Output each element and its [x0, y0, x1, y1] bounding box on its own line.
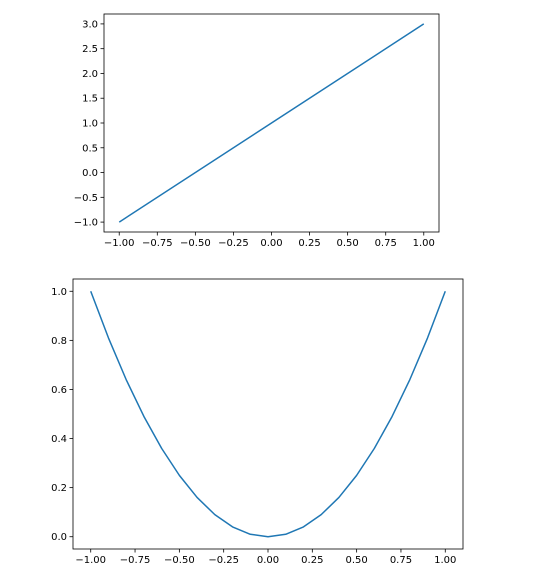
chart-1-x-tick-label: 0.50: [337, 238, 359, 249]
chart-1-y-tick-label: 1.0: [82, 119, 98, 130]
chart-2-x-tick-label: 0.75: [390, 555, 412, 566]
chart-1-x-tick-label: 0.00: [260, 238, 282, 249]
chart-2-x-tick-label: 0.25: [301, 555, 323, 566]
chart-1-y-tick-label: 3.0: [82, 19, 98, 30]
chart-1-x-tick-label: 1.00: [413, 238, 435, 249]
chart-1-y-tick-label: −0.5: [74, 193, 98, 204]
chart-2-x-tick-label: 0.50: [346, 555, 368, 566]
chart-1-y-tick-label: 2.0: [82, 69, 98, 80]
chart-1-x-tick-label: −0.75: [142, 238, 173, 249]
chart-1-x-tick-label: 0.25: [298, 238, 320, 249]
chart-1-y-tick-label: 0.5: [82, 143, 98, 154]
chart-2-x-tick-label: −0.50: [164, 555, 195, 566]
chart-2-y-tick-label: 0.8: [51, 336, 67, 347]
chart-1-y-tick-label: −1.0: [74, 218, 98, 229]
chart-2-x-tick-label: −0.25: [208, 555, 239, 566]
chart-2-y-tick-label: 0.2: [51, 483, 67, 494]
chart-2-x-tick-label: −1.00: [75, 555, 106, 566]
chart-2-x-tick-label: 0.00: [257, 555, 279, 566]
chart-2-series-line-1: [90, 291, 446, 538]
chart-2-y-tick-label: 1.0: [51, 287, 67, 298]
chart-2-y-tick-label: 0.4: [51, 434, 67, 445]
chart-2-x-tick-label: 1.00: [434, 555, 456, 566]
chart-1-y-tick-label: 0.0: [82, 168, 98, 179]
chart-1-x-tick-label: −1.00: [104, 238, 135, 249]
chart-1-y-tick-label: 2.5: [82, 44, 98, 55]
chart-2-y-tick-label: 0.6: [51, 385, 67, 396]
chart-2-x-tick-label: −0.75: [120, 555, 151, 566]
chart-1-x-tick-label: 0.75: [375, 238, 397, 249]
chart-1-series-line-1: [118, 23, 425, 223]
chart-1: −1.00 −0.75 −0.50 −0.25 0.00 0.25 0.50 0.75 1.00…: [74, 13, 440, 249]
chart-2: −1.00 −0.75 −0.50 −0.25 0.00 0.25 0.50 0.75 1.00…: [51, 278, 464, 566]
chart-1-y-tick-label: 1.5: [82, 94, 98, 105]
chart-2-y-tick-label: 0.0: [51, 532, 67, 543]
chart-1-x-tick-label: −0.25: [218, 238, 249, 249]
chart-1-x-tick-label: −0.50: [180, 238, 211, 249]
